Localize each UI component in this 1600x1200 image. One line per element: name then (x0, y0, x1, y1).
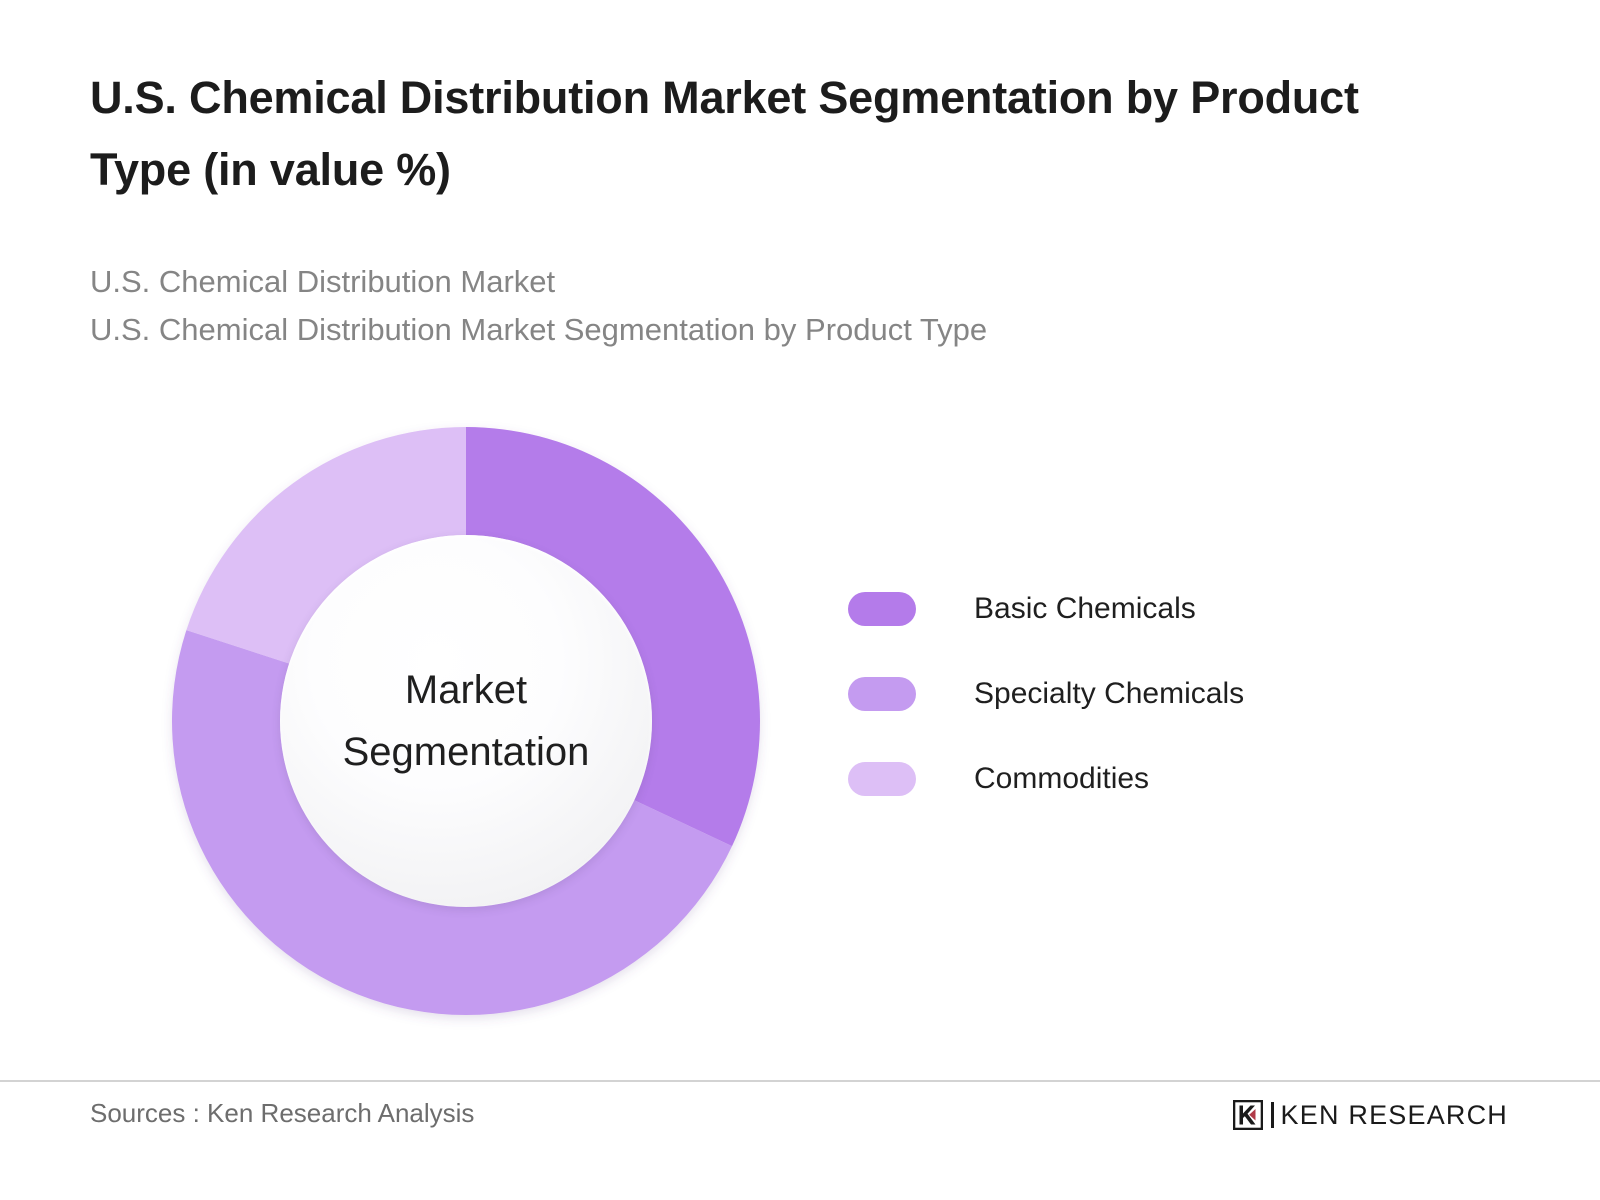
footer-divider (0, 1080, 1600, 1082)
logo-divider (1270, 1102, 1274, 1128)
legend-label: Specialty Chemicals (974, 677, 1245, 710)
legend-color-swatch (848, 762, 916, 796)
donut-center-line-2: Segmentation (342, 730, 590, 774)
legend-item[interactable]: Commodities (848, 758, 1368, 800)
subtitle-block: U.S. Chemical Distribution Market U.S. C… (90, 258, 1390, 354)
chart-legend: Basic Chemicals Specialty Chemicals Commod… (848, 588, 1368, 843)
legend-color-swatch (848, 677, 916, 711)
ken-research-logo: KEN RESEARCH (1232, 1098, 1508, 1132)
donut-ring: Market Segmentation (172, 427, 761, 1016)
legend-item[interactable]: Specialty Chemicals (848, 673, 1368, 715)
ken-research-k-mark-icon (1232, 1099, 1263, 1131)
subtitle-line-2: U.S. Chemical Distribution Market Segmen… (90, 312, 988, 348)
donut-center-hole: Market Segmentation (280, 535, 652, 907)
source-note: Sources : Ken Research Analysis (90, 1098, 475, 1128)
legend-label: Commodities (974, 762, 1150, 795)
k-mark-svg (1232, 1099, 1263, 1131)
donut-center-line-1: Market (404, 668, 528, 712)
legend-color-swatch (848, 592, 916, 626)
donut-chart: Market Segmentation (150, 405, 790, 1045)
page-title: U.S. Chemical Distribution Market Segmen… (90, 72, 1359, 195)
header: U.S. Chemical Distribution Market Segmen… (90, 62, 1390, 354)
legend-item[interactable]: Basic Chemicals (848, 588, 1368, 630)
legend-label: Basic Chemicals (974, 592, 1196, 625)
subtitle-line-1: U.S. Chemical Distribution Market (90, 264, 556, 299)
brand-name: KEN RESEARCH (1280, 1099, 1508, 1130)
